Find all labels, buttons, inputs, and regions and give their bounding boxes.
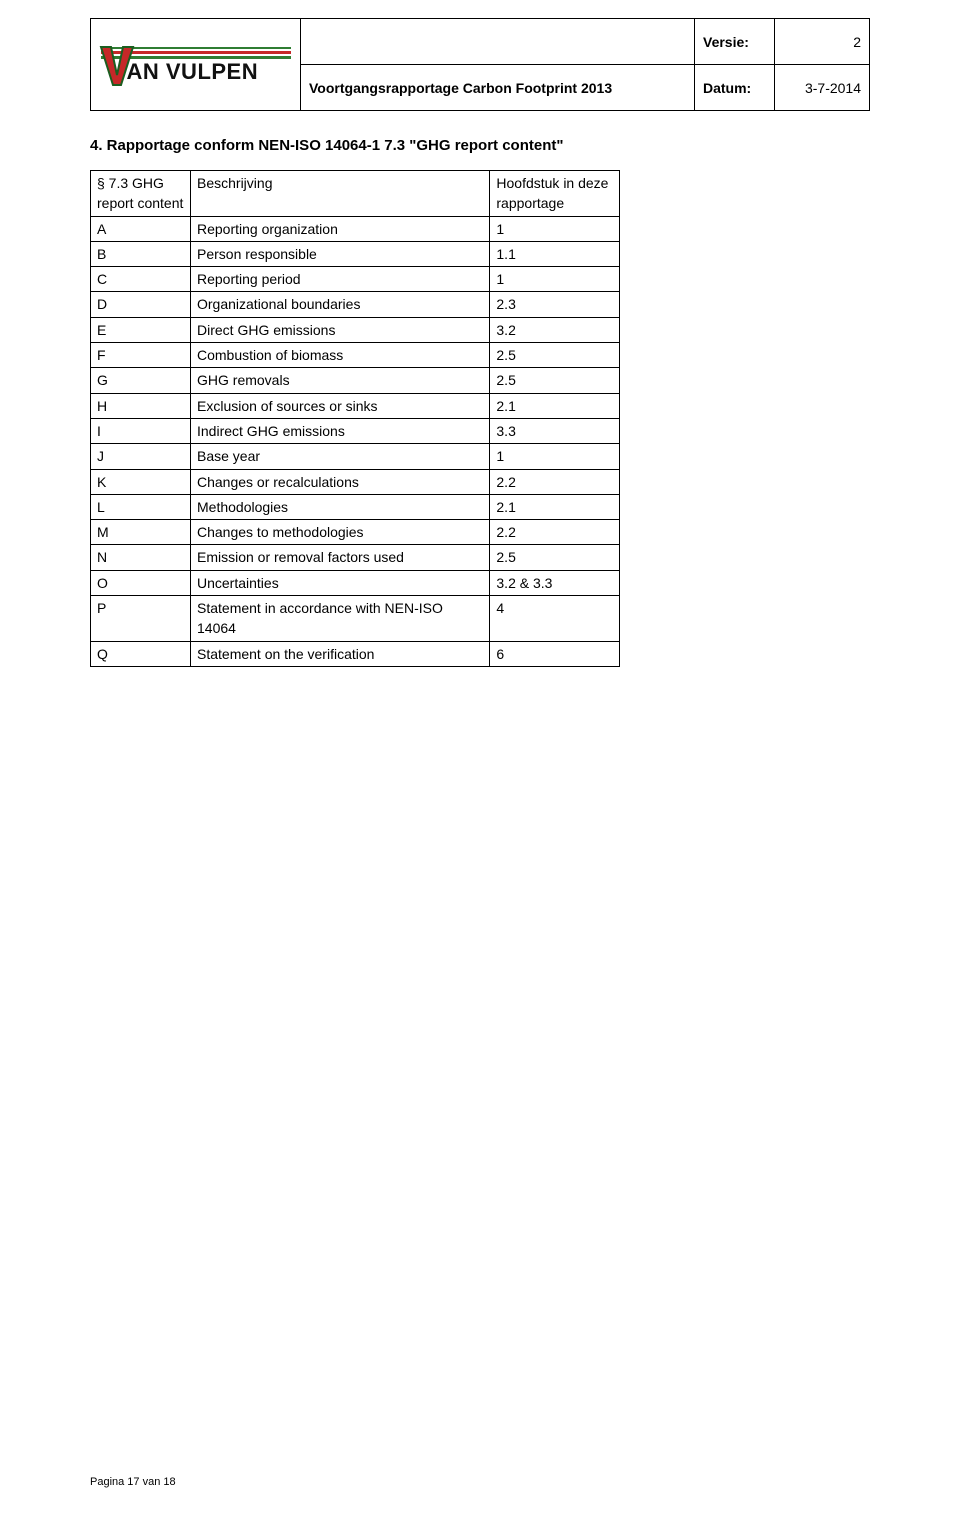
- cell-b: Reporting organization: [191, 216, 490, 241]
- cell-a: G: [91, 368, 191, 393]
- table-row: IIndirect GHG emissions3.3: [91, 418, 620, 443]
- logo-v-icon: [99, 45, 135, 87]
- header-subtitle: Voortgangsrapportage Carbon Footprint 20…: [301, 65, 695, 111]
- header-blank: [301, 19, 695, 65]
- table-row: KChanges or recalculations2.2: [91, 469, 620, 494]
- table-row: JBase year1: [91, 444, 620, 469]
- cell-b: Changes or recalculations: [191, 469, 490, 494]
- cell-a: J: [91, 444, 191, 469]
- cell-c: 2.5: [490, 343, 620, 368]
- cell-b: Direct GHG emissions: [191, 317, 490, 342]
- cell-c: 2.1: [490, 494, 620, 519]
- table-row: GGHG removals2.5: [91, 368, 620, 393]
- version-label: Versie:: [695, 19, 775, 65]
- cell-a: E: [91, 317, 191, 342]
- cell-b: Statement in accordance with NEN-ISO 140…: [191, 596, 490, 642]
- cell-c: 2.2: [490, 469, 620, 494]
- section-title: 4. Rapportage conform NEN-ISO 14064-1 7.…: [90, 137, 870, 154]
- date-value: 3-7-2014: [775, 65, 870, 111]
- cell-b: Methodologies: [191, 494, 490, 519]
- table-row: OUncertainties3.2 & 3.3: [91, 570, 620, 595]
- table-row: EDirect GHG emissions3.2: [91, 317, 620, 342]
- cell-c: 3.3: [490, 418, 620, 443]
- table-header-row: § 7.3 GHG report content Beschrijving Ho…: [91, 171, 620, 217]
- cell-a: O: [91, 570, 191, 595]
- table-header-a: § 7.3 GHG report content: [91, 171, 191, 217]
- table-row: MChanges to methodologies2.2: [91, 520, 620, 545]
- cell-b: Indirect GHG emissions: [191, 418, 490, 443]
- cell-c: 1: [490, 267, 620, 292]
- table-header-c: Hoofdstuk in deze rapportage: [490, 171, 620, 217]
- cell-c: 2.5: [490, 368, 620, 393]
- header-table: AN VULPEN Versie: 2 Voortgangsrapportage…: [90, 18, 870, 111]
- table-row: PStatement in accordance with NEN-ISO 14…: [91, 596, 620, 642]
- cell-b: Uncertainties: [191, 570, 490, 595]
- page: AN VULPEN Versie: 2 Voortgangsrapportage…: [0, 0, 960, 1524]
- table-row: QStatement on the verification6: [91, 641, 620, 666]
- cell-a: D: [91, 292, 191, 317]
- cell-c: 2.5: [490, 545, 620, 570]
- version-value: 2: [775, 19, 870, 65]
- table-row: BPerson responsible1.1: [91, 241, 620, 266]
- cell-c: 3.2: [490, 317, 620, 342]
- cell-b: Organizational boundaries: [191, 292, 490, 317]
- cell-a: H: [91, 393, 191, 418]
- cell-c: 2.2: [490, 520, 620, 545]
- cell-a: K: [91, 469, 191, 494]
- cell-a: P: [91, 596, 191, 642]
- table-row: LMethodologies2.1: [91, 494, 620, 519]
- ghg-content-table: § 7.3 GHG report content Beschrijving Ho…: [90, 170, 620, 667]
- cell-c: 6: [490, 641, 620, 666]
- company-logo: AN VULPEN: [101, 47, 291, 83]
- cell-b: Emission or removal factors used: [191, 545, 490, 570]
- page-footer: Pagina 17 van 18: [90, 1476, 176, 1488]
- cell-a: C: [91, 267, 191, 292]
- table-row: CReporting period1: [91, 267, 620, 292]
- cell-b: GHG removals: [191, 368, 490, 393]
- cell-a: I: [91, 418, 191, 443]
- cell-b: Base year: [191, 444, 490, 469]
- table-row: FCombustion of biomass2.5: [91, 343, 620, 368]
- cell-b: Statement on the verification: [191, 641, 490, 666]
- date-label: Datum:: [695, 65, 775, 111]
- table-header-b: Beschrijving: [191, 171, 490, 217]
- cell-b: Combustion of biomass: [191, 343, 490, 368]
- table-row: NEmission or removal factors used2.5: [91, 545, 620, 570]
- cell-a: L: [91, 494, 191, 519]
- cell-c: 2.1: [490, 393, 620, 418]
- cell-c: 1: [490, 444, 620, 469]
- logo-cell: AN VULPEN: [91, 19, 301, 111]
- cell-a: B: [91, 241, 191, 266]
- cell-a: A: [91, 216, 191, 241]
- cell-c: 3.2 & 3.3: [490, 570, 620, 595]
- cell-a: Q: [91, 641, 191, 666]
- cell-b: Reporting period: [191, 267, 490, 292]
- cell-a: M: [91, 520, 191, 545]
- cell-c: 1: [490, 216, 620, 241]
- cell-a: F: [91, 343, 191, 368]
- table-row: DOrganizational boundaries2.3: [91, 292, 620, 317]
- cell-a: N: [91, 545, 191, 570]
- cell-c: 1.1: [490, 241, 620, 266]
- cell-c: 2.3: [490, 292, 620, 317]
- table-row: HExclusion of sources or sinks2.1: [91, 393, 620, 418]
- table-row: AReporting organization1: [91, 216, 620, 241]
- cell-c: 4: [490, 596, 620, 642]
- cell-b: Person responsible: [191, 241, 490, 266]
- cell-b: Exclusion of sources or sinks: [191, 393, 490, 418]
- cell-b: Changes to methodologies: [191, 520, 490, 545]
